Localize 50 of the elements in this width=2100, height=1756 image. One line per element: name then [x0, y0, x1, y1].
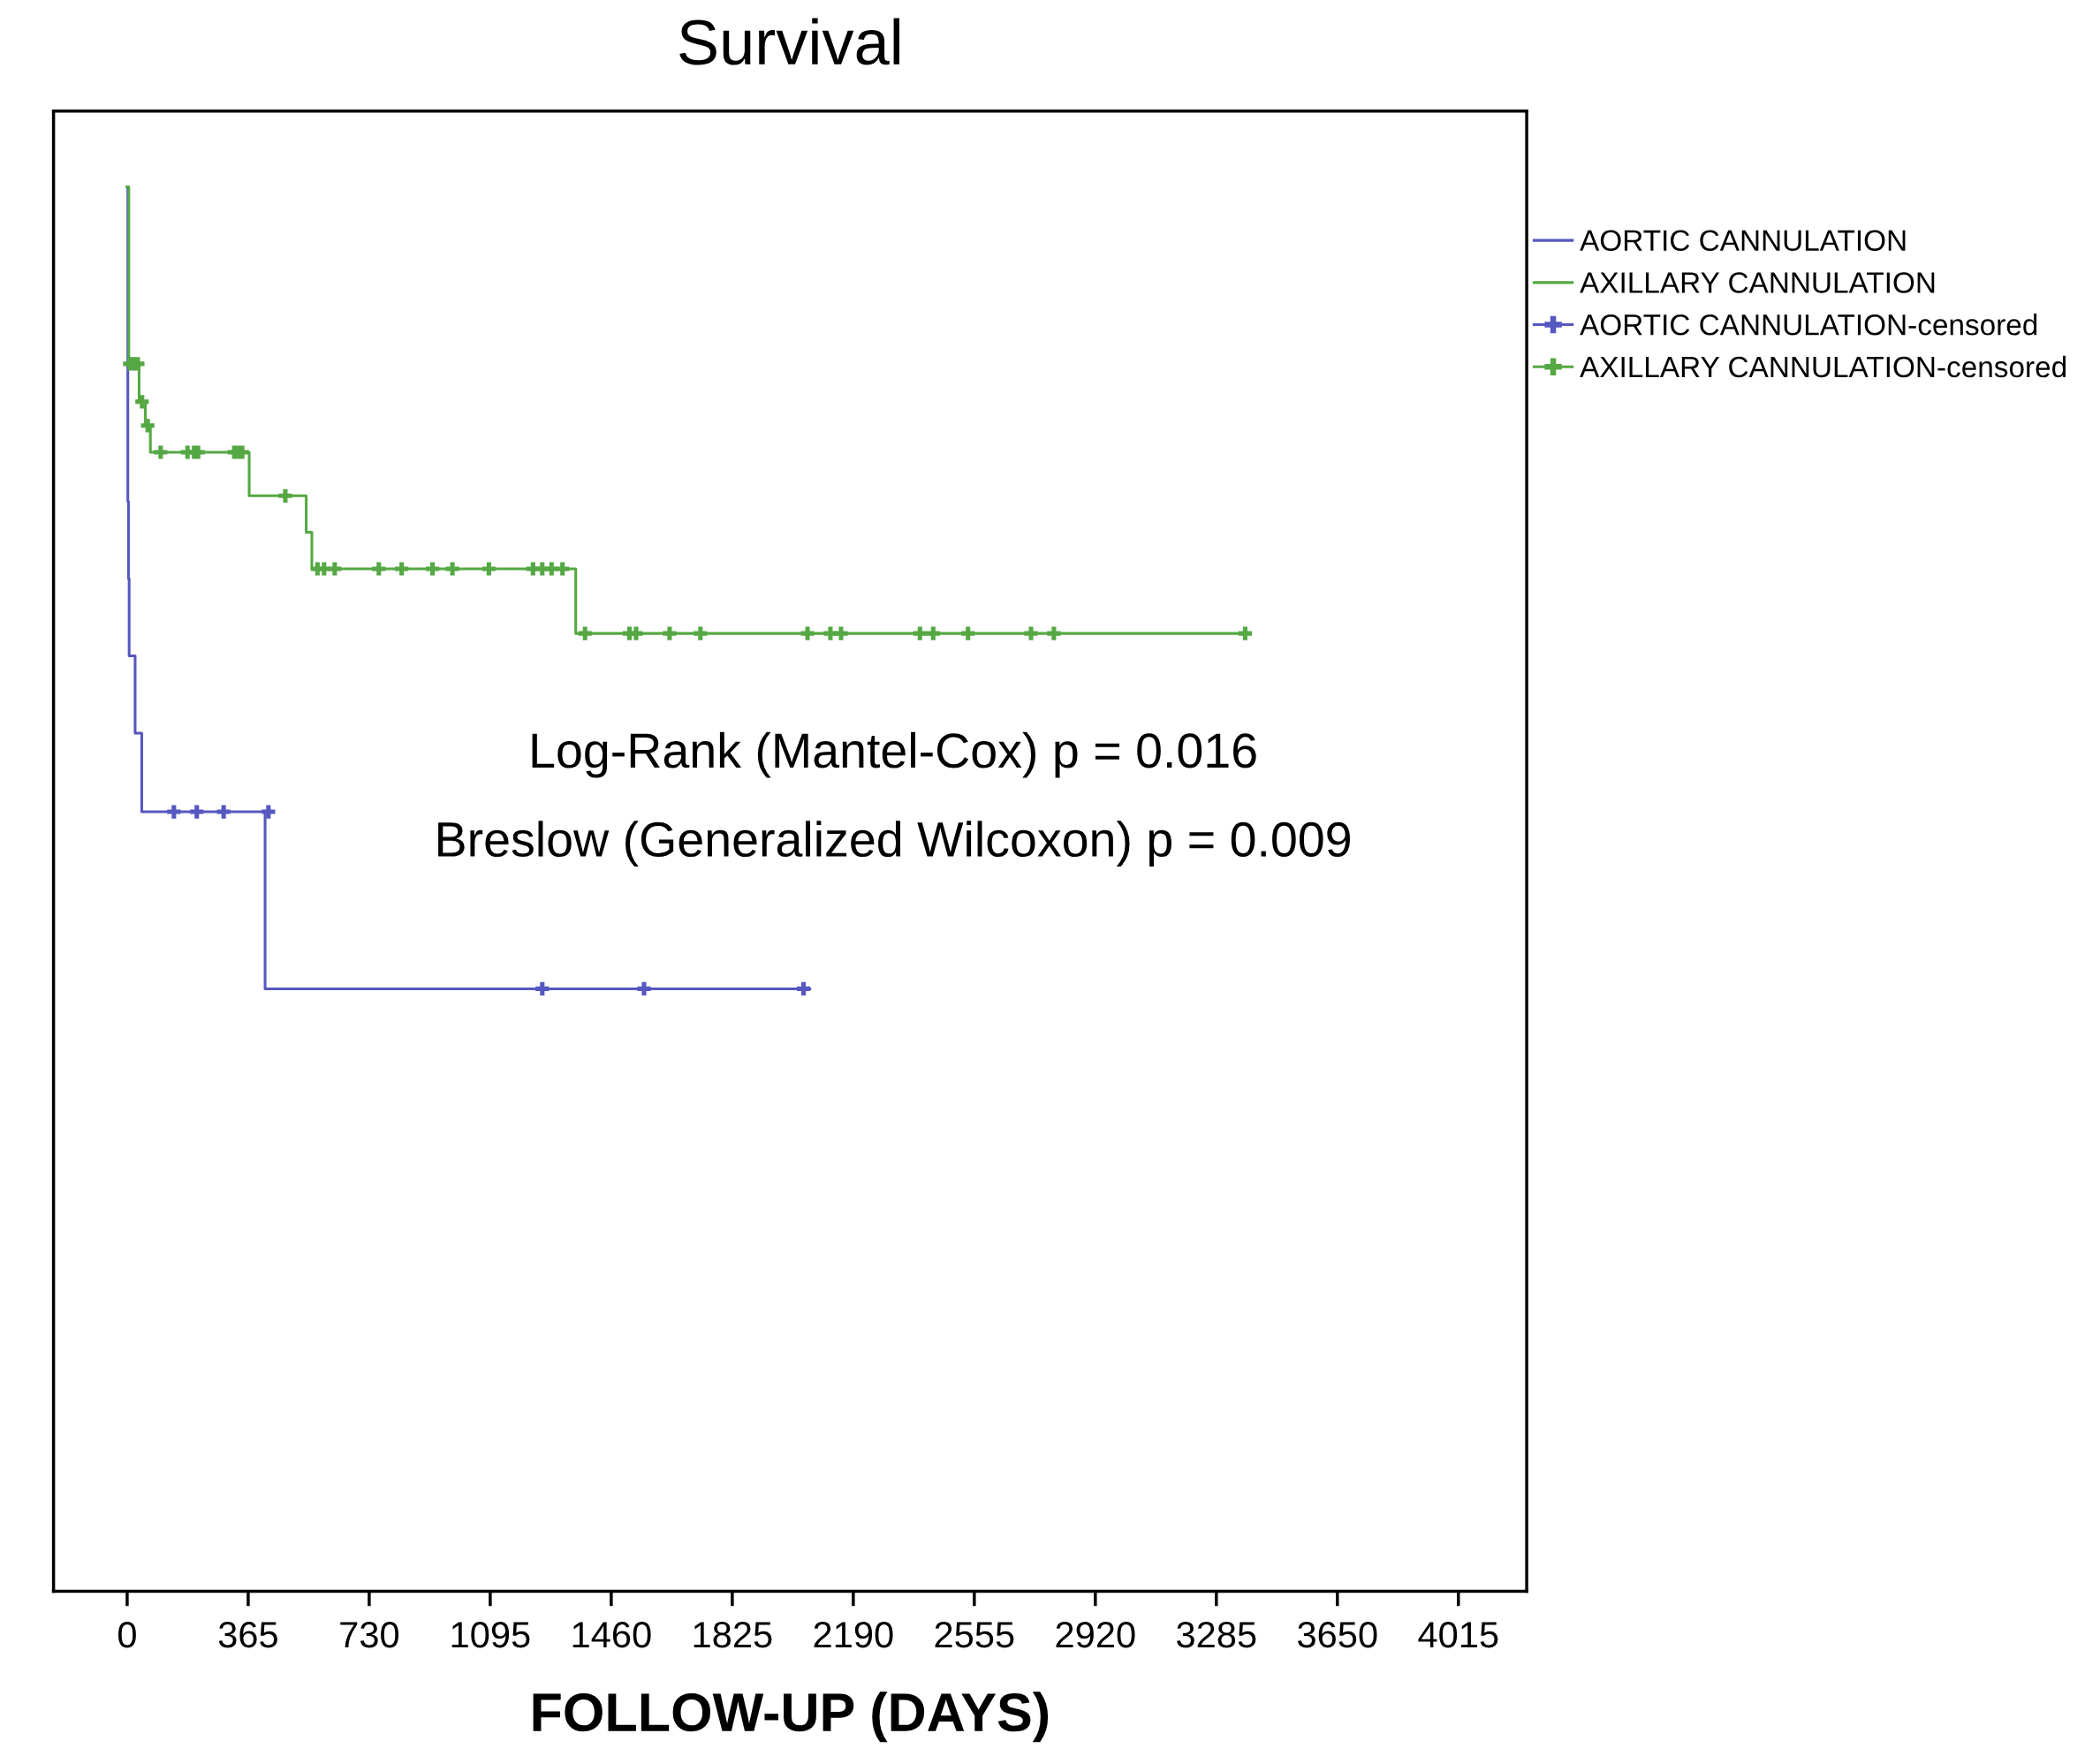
- point: [578, 626, 592, 640]
- point: [445, 562, 459, 576]
- point: [135, 395, 149, 409]
- point: [216, 805, 231, 819]
- x-tick-label: 1825: [694, 1621, 772, 1648]
- point: [637, 981, 651, 996]
- point: [278, 488, 292, 503]
- point: [1024, 626, 1038, 640]
- point: [663, 626, 677, 640]
- chart-title: Survival: [679, 18, 899, 65]
- x-tick-label: 2190: [814, 1621, 893, 1648]
- point: [556, 562, 570, 576]
- x-tick-label: 0: [118, 1621, 136, 1648]
- point: [913, 626, 927, 640]
- point: [395, 562, 409, 576]
- legend-label: AORTIC CANNULATION-censored: [1580, 314, 2037, 336]
- x-tick-label: 365: [218, 1621, 277, 1648]
- point: [961, 626, 975, 640]
- point: [262, 805, 276, 819]
- x-tick-label: 3285: [1177, 1621, 1256, 1648]
- x-axis-title: FOLLOW-UP (DAYS): [533, 1692, 1049, 1743]
- point: [190, 805, 204, 819]
- point: [1238, 626, 1253, 640]
- x-tick-label: 3650: [1298, 1621, 1377, 1648]
- x-tick-label: 4015: [1418, 1621, 1498, 1648]
- point: [154, 445, 168, 459]
- point: [535, 981, 550, 996]
- point: [481, 562, 496, 576]
- x-tick-label: 1460: [572, 1621, 651, 1648]
- point: [167, 805, 181, 819]
- x-tick-label: 730: [340, 1621, 399, 1648]
- annotation: Log-Rank (Mantel-Cox) p = 0.016: [532, 731, 1256, 778]
- x-tick-label: 1095: [451, 1621, 530, 1648]
- x-tick-label: 2920: [1056, 1621, 1135, 1648]
- point: [191, 445, 205, 459]
- point: [140, 419, 155, 433]
- legend-label: AXILLARY CANNULATION-censored: [1580, 355, 2066, 378]
- point: [834, 626, 848, 640]
- legend-label: AORTIC CANNULATION: [1580, 230, 1906, 252]
- point: [926, 626, 940, 640]
- point: [372, 562, 386, 576]
- point: [796, 981, 811, 996]
- point: [1047, 626, 1061, 640]
- annotation: Breslow (Generalized Wilcoxon) p = 0.009: [438, 821, 1350, 867]
- legend-label: AXILLARY CANNULATION: [1580, 272, 1935, 293]
- point: [328, 562, 342, 576]
- point: [800, 626, 815, 640]
- point: [425, 562, 440, 576]
- x-tick-label: 2555: [935, 1621, 1014, 1648]
- point: [694, 626, 708, 640]
